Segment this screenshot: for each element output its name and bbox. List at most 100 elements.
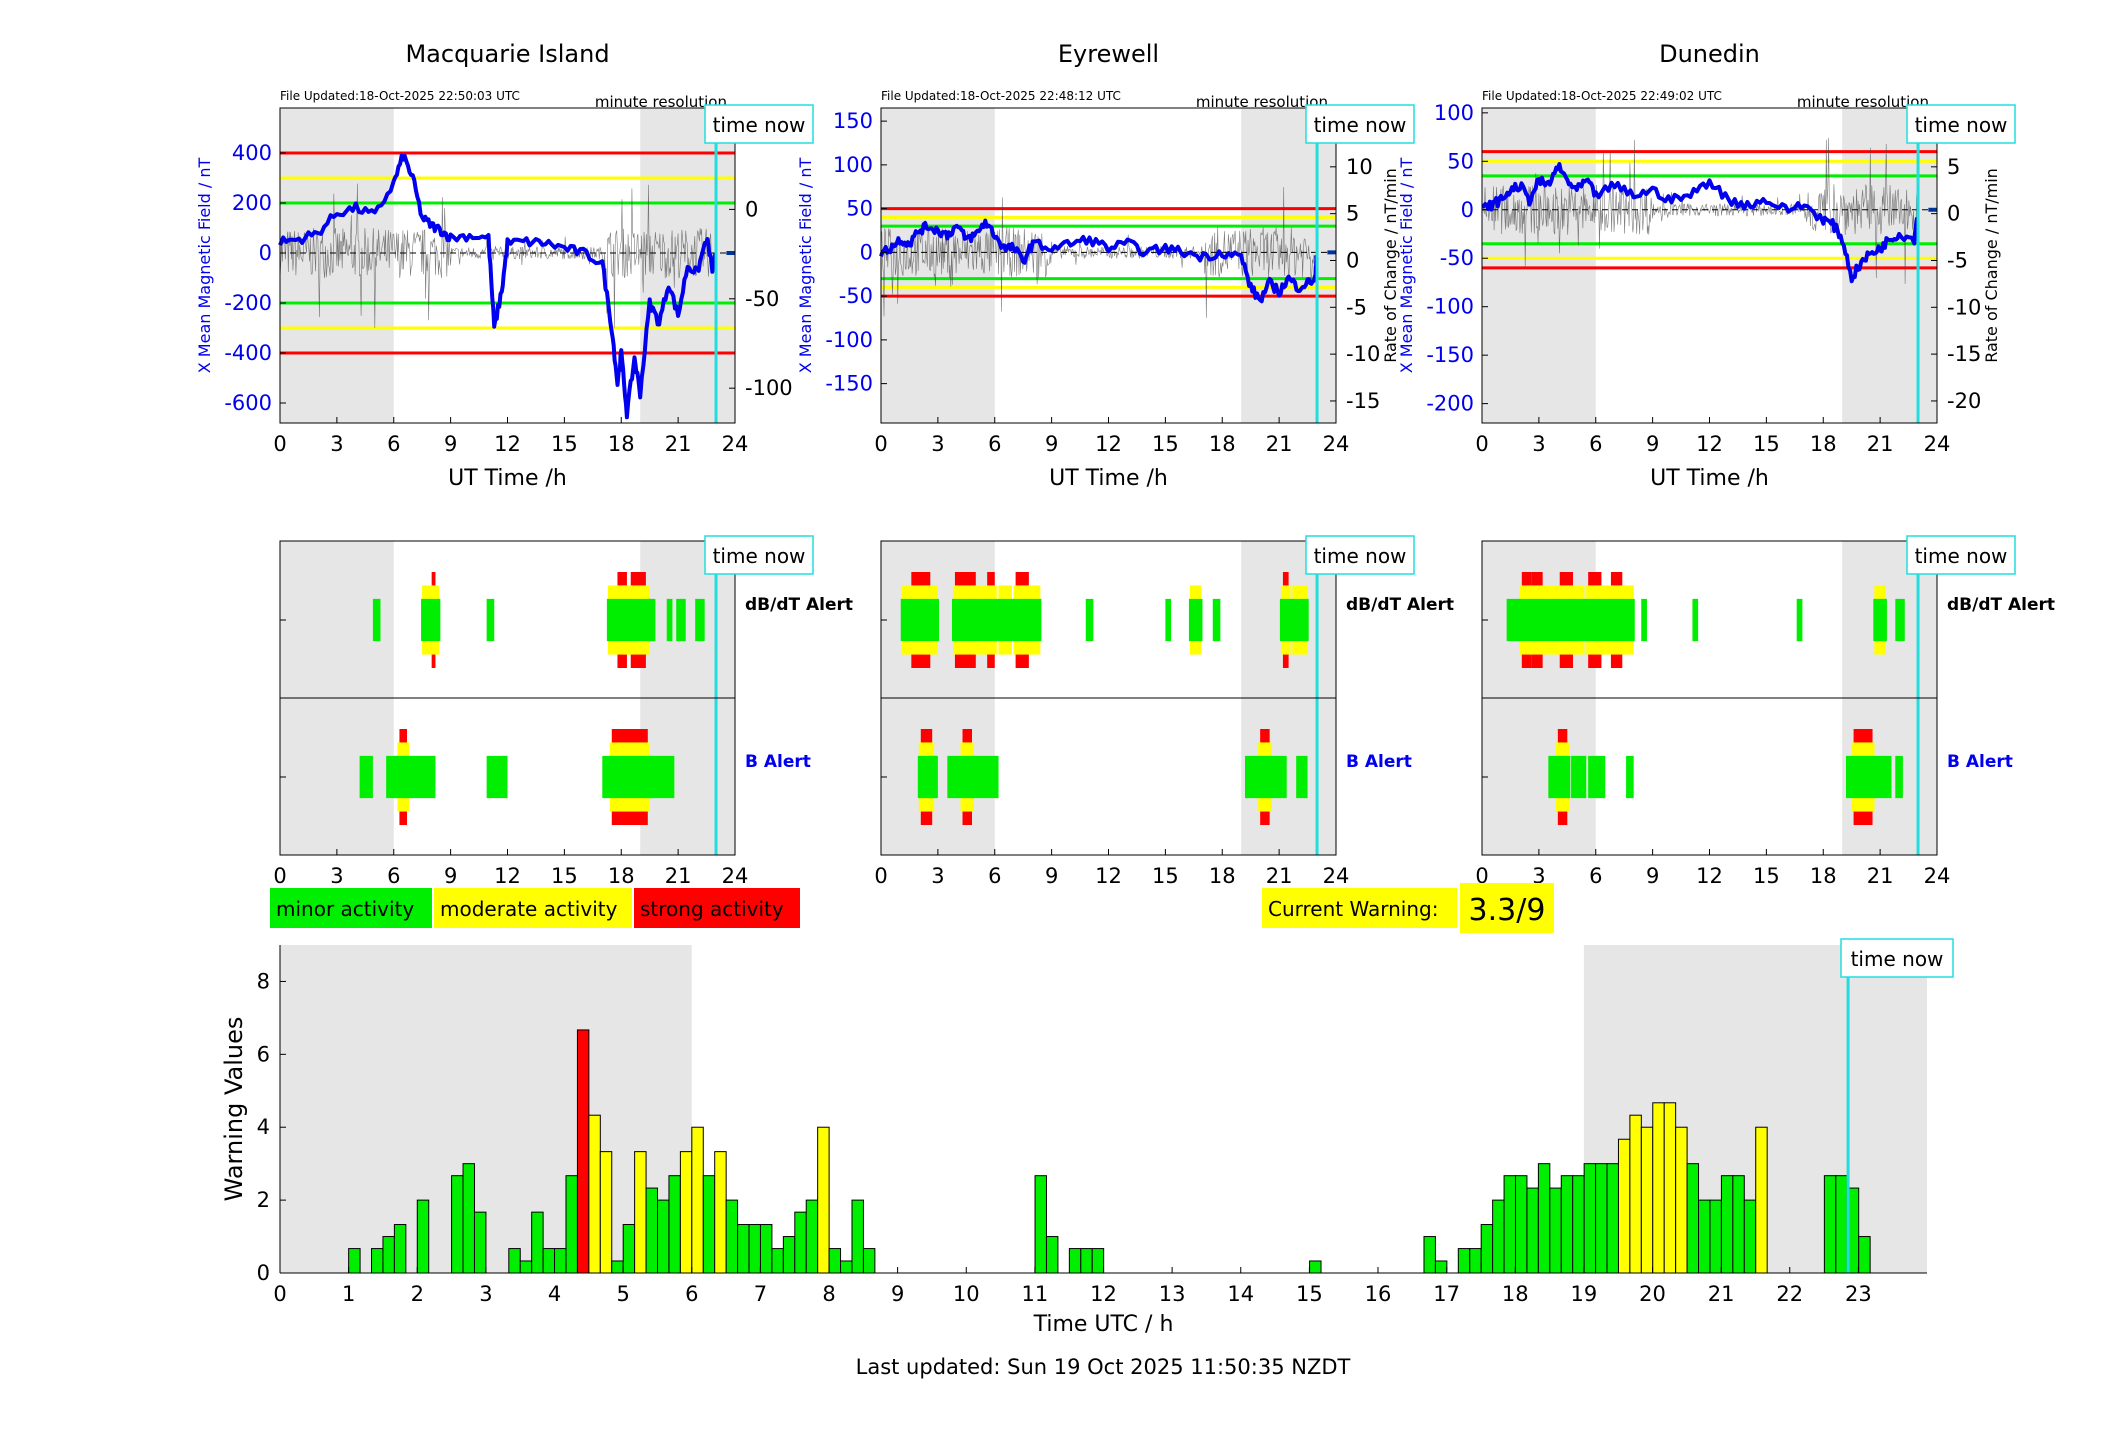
- x-axis-label: UT Time /h: [1049, 466, 1168, 491]
- alert-panel-0: 0 3 6 9 12 15 18 21 24 dB/dT Alert B Alert time now: [273, 535, 853, 888]
- time-now-label: time now: [1314, 544, 1407, 568]
- warning-bar: [1652, 1102, 1665, 1274]
- x-axis-label: UT Time /h: [448, 466, 567, 491]
- x-tick-label: 18: [608, 432, 635, 456]
- x-tick-label: 19: [1571, 1282, 1598, 1306]
- b-alert-label: B Alert: [1346, 752, 1412, 772]
- x-tick-label: 15: [551, 864, 578, 888]
- alert-block-minor: [1296, 755, 1308, 799]
- x-tick-label: 4: [548, 1282, 561, 1306]
- x-tick-label: 10: [953, 1282, 980, 1306]
- mean-field-trace: [879, 218, 1319, 304]
- x-tick-label: 12: [1696, 864, 1723, 888]
- x-tick-label: 0: [273, 432, 286, 456]
- right-y-tick-label: -100: [745, 376, 793, 400]
- alert-block-minor: [1621, 598, 1635, 642]
- warning-bar: [1629, 1114, 1642, 1274]
- y-axis-label: Warning Values: [220, 1017, 248, 1202]
- x-tick-label: 6: [988, 864, 1001, 888]
- x-tick-label: 6: [1589, 432, 1602, 456]
- warning-bar: [348, 1248, 361, 1274]
- alert-block-minor: [1796, 598, 1803, 642]
- alert-block-minor: [1541, 598, 1561, 642]
- x-tick-label: 18: [1810, 432, 1837, 456]
- legend-label-moderate: moderate activity: [440, 897, 618, 921]
- x-tick-label: 18: [1209, 864, 1236, 888]
- warning-bar: [1423, 1236, 1436, 1274]
- dbdt-alert-label: dB/dT Alert: [745, 595, 853, 615]
- x-tick-label: 0: [874, 432, 887, 456]
- x-tick-label: 12: [494, 432, 521, 456]
- x-tick-label: 0: [273, 1282, 286, 1306]
- warning-bar: [634, 1151, 647, 1274]
- rate-of-change-trace: [1481, 137, 1919, 284]
- x-tick-label: 11: [1022, 1282, 1049, 1306]
- left-y-tick-label: 50: [1447, 149, 1474, 173]
- warning-bar: [1434, 1260, 1448, 1274]
- x-tick-label: 18: [1810, 864, 1837, 888]
- x-tick-label: 15: [1152, 864, 1179, 888]
- left-y-axis-label: X Mean Magnetic Field / nT: [1397, 158, 1416, 374]
- x-tick-label: 6: [387, 432, 400, 456]
- warning-bar: [1835, 1175, 1848, 1274]
- x-tick-label: 24: [722, 432, 749, 456]
- alert-block-minor: [486, 755, 508, 799]
- warning-bar: [1698, 1199, 1711, 1274]
- right-y-tick-label: 5: [1947, 155, 1960, 179]
- warning-bar: [519, 1260, 533, 1274]
- warning-bar: [1068, 1248, 1082, 1274]
- alert-block-minor: [997, 598, 1013, 642]
- right-y-tick-label: -10: [1947, 295, 1981, 319]
- warning-bar: [1549, 1187, 1562, 1274]
- x-tick-label: 23: [1845, 1282, 1872, 1306]
- warning-bar: [851, 1199, 864, 1274]
- right-y-tick-label: -20: [1947, 389, 1981, 413]
- time-now-box: [704, 535, 814, 575]
- alert-block-minor: [1506, 598, 1520, 642]
- station-title: Macquarie Island: [405, 40, 609, 68]
- alert-block-minor: [1588, 755, 1606, 799]
- night-shade-1: [1241, 108, 1336, 423]
- warning-bar: [805, 1199, 819, 1274]
- warning-bar: [645, 1187, 659, 1274]
- warning-bar: [1091, 1248, 1105, 1274]
- x-tick-label: 17: [1433, 1282, 1460, 1306]
- warning-bar: [1720, 1175, 1734, 1274]
- left-y-tick-label: -200: [1426, 392, 1474, 416]
- activity-legend: minor activity moderate activity strong ac…: [270, 883, 1554, 933]
- x-tick-label: 22: [1776, 1282, 1803, 1306]
- x-tick-label: 21: [665, 432, 692, 456]
- right-y-tick-label: -5: [1947, 248, 1968, 272]
- x-tick-label: 9: [1646, 432, 1659, 456]
- alert-block-minor: [1279, 598, 1292, 642]
- warning-bar: [1034, 1175, 1047, 1274]
- x-tick-label: 3: [479, 1282, 492, 1306]
- alert-panels: 0 3 6 9 12 15 18 21 24 dB/dT Alert B Alert time now…: [273, 535, 2055, 888]
- warning-bar: [1606, 1163, 1619, 1274]
- warning-bar: [748, 1224, 761, 1274]
- x-tick-label: 21: [665, 864, 692, 888]
- alert-panel-1: 0 3 6 9 12 15 18 21 24 dB/dT Alert B Alert time now: [874, 535, 1454, 888]
- alert-block-minor: [984, 598, 998, 642]
- alert-block-minor: [1850, 755, 1876, 799]
- warning-bar: [714, 1151, 727, 1274]
- x-tick-label: 3: [931, 432, 944, 456]
- left-y-tick-label: -150: [825, 372, 873, 396]
- x-tick-label: 12: [1095, 432, 1122, 456]
- left-y-tick-label: -200: [224, 291, 272, 315]
- warning-bar: [1537, 1163, 1551, 1274]
- b-alert-label: B Alert: [745, 752, 811, 772]
- left-y-axis-label: X Mean Magnetic Field / nT: [195, 158, 214, 374]
- y-tick-label: 8: [257, 969, 270, 993]
- right-y-tick-label: -50: [745, 287, 779, 311]
- warning-bar: [622, 1224, 636, 1274]
- warning-bar: [554, 1248, 567, 1274]
- x-tick-label: 2: [411, 1282, 424, 1306]
- x-tick-label: 15: [1296, 1282, 1323, 1306]
- x-tick-label: 21: [1867, 864, 1894, 888]
- alert-block-minor: [647, 598, 656, 642]
- x-tick-label: 6: [685, 1282, 698, 1306]
- warning-bar: [1583, 1163, 1597, 1274]
- warning-bar: [416, 1199, 430, 1274]
